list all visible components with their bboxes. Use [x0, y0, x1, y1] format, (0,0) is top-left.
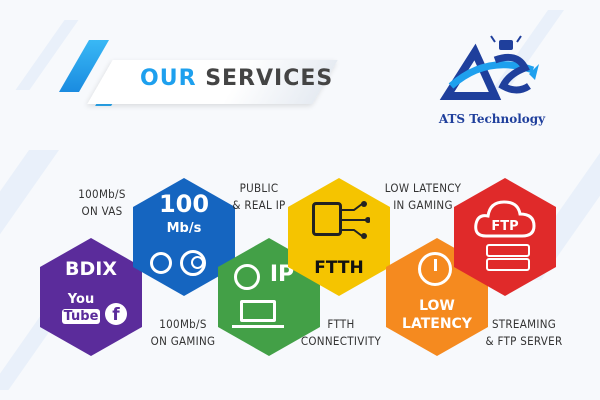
fiber-cable-icon — [312, 202, 342, 236]
fiber-strands-icon — [342, 201, 370, 239]
steam-icon — [180, 250, 206, 276]
monitor-base — [232, 325, 284, 328]
ftth-tile — [288, 178, 390, 296]
caption-vas: 100Mb/S ON VAS — [78, 187, 126, 218]
speed-number: 100 — [158, 190, 210, 218]
title-part-1: OUR — [140, 66, 197, 91]
ats-logo-icon — [439, 35, 539, 100]
caption-public-ip: PUBLIC & REAL IP — [232, 181, 286, 212]
server-icon — [486, 258, 530, 271]
caption-streaming: STREAMING & FTP SERVER — [485, 317, 563, 348]
ats-logo — [437, 34, 547, 114]
youtube-icon: You Tube — [62, 292, 100, 324]
speed-unit: Mb/s — [166, 221, 202, 236]
caption-gaming: 100Mb/S ON GAMING — [150, 317, 216, 348]
facebook-icon: f — [105, 303, 127, 325]
stopwatch-icon — [418, 252, 452, 286]
ftth-label: FTTH — [314, 258, 364, 278]
title-part-2: SERVICES — [205, 66, 334, 91]
origin-icon — [150, 252, 172, 274]
caption-low-latency: LOW LATENCY IN GAMING — [384, 181, 462, 212]
brand-name: ATS Technology — [438, 112, 546, 126]
latency-label: LOW LATENCY — [402, 298, 472, 332]
page-title: OUR SERVICES — [140, 66, 333, 91]
ftp-label: FTP — [491, 219, 519, 234]
cloud-icon — [474, 200, 536, 238]
server-icon — [486, 244, 530, 257]
bdix-tile — [40, 238, 142, 356]
globe-icon — [234, 264, 260, 290]
monitor-icon — [240, 300, 276, 322]
bdix-label: BDIX — [65, 258, 117, 280]
caption-ftth: FTTH CONNECTIVITY — [300, 317, 382, 348]
